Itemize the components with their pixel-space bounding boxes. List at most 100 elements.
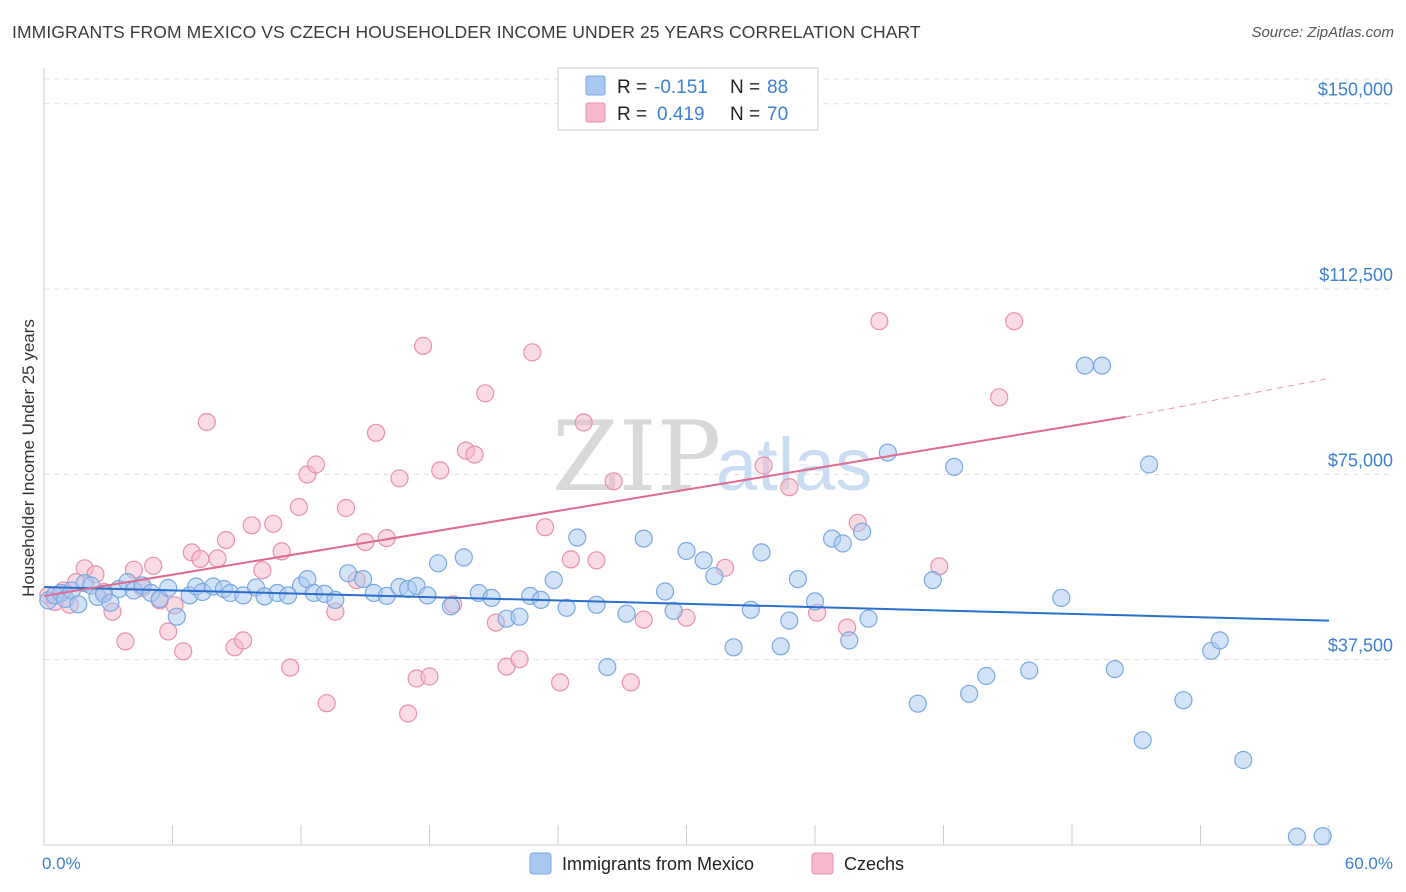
czechs-point-9 xyxy=(116,632,135,651)
mexico-point-61 xyxy=(677,541,696,561)
legend-r-label-1: R = xyxy=(617,104,647,125)
mexico-point-76 xyxy=(878,443,897,462)
legend-r-value-0: -0.151 xyxy=(654,77,708,98)
czechs-point-55 xyxy=(561,550,581,569)
mexico-point-70 xyxy=(805,592,825,611)
czechs-point-18 xyxy=(191,549,210,569)
legend-n-label-1: N = xyxy=(730,104,760,125)
chart-title: IMMIGRANTS FROM MEXICO VS CZECH HOUSEHOL… xyxy=(12,22,921,42)
y-tick-labels: $37,500 $75,000 $112,500 $150,000 xyxy=(1318,80,1393,656)
czechs-point-64 xyxy=(780,478,799,497)
y-tick-label-2: $112,500 xyxy=(1319,265,1393,285)
czechs-point-56 xyxy=(574,413,593,432)
source-label: Source: ZipAtlas.com xyxy=(1251,24,1394,41)
czechs-point-31 xyxy=(306,455,326,474)
mexico-point-89 xyxy=(1174,691,1193,710)
czechs-point-63 xyxy=(754,456,773,475)
y-tick-label-0: $37,500 xyxy=(1328,636,1393,656)
czechs-point-39 xyxy=(390,469,409,488)
legend-swatch-pink xyxy=(585,102,606,123)
czechs-point-37 xyxy=(366,423,386,442)
trend-line-czechs xyxy=(43,416,1126,597)
axes xyxy=(43,68,1330,846)
czechs-point-14 xyxy=(159,622,178,641)
mexico-point-43 xyxy=(429,554,448,573)
czechs-point-51 xyxy=(510,650,529,669)
trend-line-czechs-extension xyxy=(1125,377,1330,418)
correlation-legend: R = -0.151 N = 88 R = 0.419 N = 70 xyxy=(557,67,819,131)
czechs-point-53 xyxy=(535,518,555,537)
mexico-point-67 xyxy=(771,637,790,656)
mexico-point-62 xyxy=(694,551,713,570)
czechs-point-34 xyxy=(336,498,356,518)
czechs-point-16 xyxy=(174,642,193,661)
mexico-point-80 xyxy=(960,684,979,703)
legend-n-value-1: 70 xyxy=(767,104,788,125)
czechs-point-12 xyxy=(144,556,163,575)
bottom-legend-swatch-blue xyxy=(529,852,552,875)
mexico-point-59 xyxy=(655,582,675,601)
czechs-point-48 xyxy=(476,384,495,403)
czechs-point-52 xyxy=(523,343,542,362)
czechs-point-43 xyxy=(420,667,439,686)
trend-line-mexico xyxy=(43,586,1330,622)
y-tick-label-1: $75,000 xyxy=(1328,450,1393,470)
mexico-point-44 xyxy=(441,597,460,616)
czechs-point-70 xyxy=(990,388,1009,407)
mexico-point-69 xyxy=(788,569,808,589)
mexico-point-68 xyxy=(780,611,799,630)
mexico-point-83 xyxy=(1052,588,1071,608)
mexico-point-42 xyxy=(418,586,437,605)
czechs-point-29 xyxy=(289,497,308,517)
mexico-point-88 xyxy=(1139,455,1159,474)
mexico-point-18 xyxy=(167,607,186,626)
czechs-point-19 xyxy=(197,412,216,432)
mexico-point-66 xyxy=(752,543,771,562)
mexico-point-84 xyxy=(1075,356,1095,375)
czechs-point-25 xyxy=(253,561,272,580)
mexico-point-77 xyxy=(908,694,927,713)
legend-r-label-0: R = xyxy=(617,77,647,98)
mexico-point-73 xyxy=(840,631,859,650)
x-tick-label-max: 60.0% xyxy=(1345,854,1393,873)
mexico-point-52 xyxy=(544,570,563,590)
mexico-point-57 xyxy=(617,604,636,623)
series-legend: Immigrants from Mexico Czechs xyxy=(529,852,904,875)
mexico-point-72 xyxy=(833,534,852,553)
legend-r-value-1: 0.419 xyxy=(657,104,705,125)
mexico-point-54 xyxy=(568,528,587,547)
mexico-point-65 xyxy=(741,600,760,619)
legend-swatch-blue xyxy=(585,75,606,96)
mexico-point-60 xyxy=(664,601,683,620)
czechs-point-32 xyxy=(317,694,336,713)
mexico-point-93 xyxy=(1287,827,1307,846)
czechs-point-57 xyxy=(587,551,606,570)
czechs-point-26 xyxy=(264,514,283,533)
mexico-point-94 xyxy=(1313,826,1332,846)
mexico-point-53 xyxy=(557,598,576,617)
mexico-point-5 xyxy=(69,595,88,614)
czechs-point-68 xyxy=(870,312,889,331)
mexico-point-64 xyxy=(724,638,743,657)
czechs-point-47 xyxy=(465,445,484,464)
czechs-point-42 xyxy=(414,336,433,355)
czechs-point-20 xyxy=(208,549,227,568)
czechs-point-21 xyxy=(216,530,236,550)
mexico-point-92 xyxy=(1234,750,1253,770)
series-czechs xyxy=(39,312,1024,723)
legend-n-value-0: 88 xyxy=(767,77,788,98)
mexico-point-55 xyxy=(587,595,606,614)
czechs-point-59 xyxy=(621,673,640,692)
y-tick-label-3: $150,000 xyxy=(1318,80,1393,100)
czechs-point-28 xyxy=(281,658,300,677)
mexico-point-87 xyxy=(1133,731,1152,750)
czechs-point-60 xyxy=(634,610,653,629)
bottom-legend-label-czechs: Czechs xyxy=(844,854,904,874)
y-axis-title: Householder Income Under 25 years xyxy=(19,319,38,597)
czechs-point-58 xyxy=(604,472,623,491)
mexico-point-82 xyxy=(1020,661,1039,680)
x-tick-label-min: 0.0% xyxy=(42,854,81,873)
mexico-point-36 xyxy=(354,569,373,589)
mexico-point-17 xyxy=(159,578,178,598)
